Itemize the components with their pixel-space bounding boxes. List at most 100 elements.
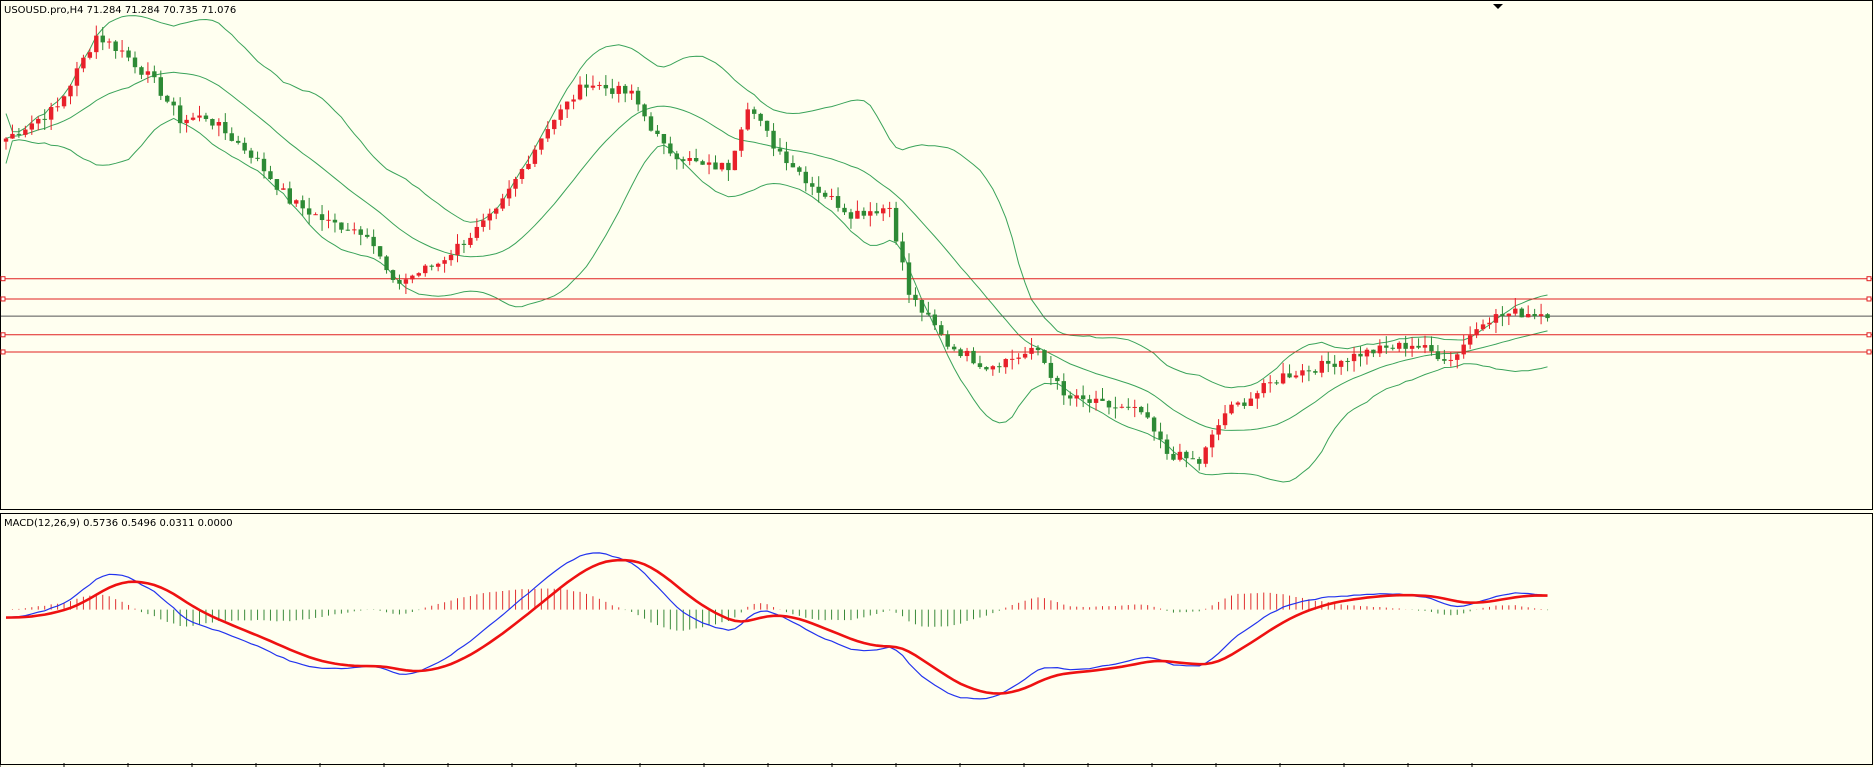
macd-pane: MACD(12,26,9) 0.5736 0.5496 0.0311 0.000… — [0, 513, 1873, 765]
level-handle-left[interactable] — [0, 276, 6, 282]
candle-body — [1506, 313, 1512, 316]
candle-body — [3, 138, 9, 142]
candle-body — [1300, 370, 1305, 376]
candle-body — [642, 104, 647, 117]
candle-body — [1042, 350, 1047, 363]
candle-body — [539, 138, 544, 150]
candle-body — [661, 133, 667, 144]
bb-upper-line — [5, 15, 1548, 389]
candle-body — [881, 208, 886, 214]
bb-lower-line — [5, 117, 1548, 483]
candle-body — [416, 273, 421, 276]
candle-body — [1106, 400, 1112, 408]
level-handle-right[interactable] — [1866, 349, 1872, 355]
level-handle-right[interactable] — [1866, 296, 1872, 302]
candle-body — [855, 210, 860, 219]
macd-main-line — [5, 552, 1548, 700]
candle-body — [713, 162, 718, 170]
candle-body — [1358, 353, 1363, 357]
candle-body — [1513, 308, 1518, 314]
candle-body — [564, 101, 570, 110]
candle-body — [29, 123, 34, 130]
candle-body — [784, 151, 789, 164]
level-handle-left[interactable] — [0, 349, 6, 355]
candle-body — [1435, 351, 1441, 360]
candle-body — [1093, 398, 1099, 403]
candle-body — [519, 169, 525, 179]
candle-body — [377, 246, 383, 257]
candle-body — [139, 67, 144, 75]
candle-body — [332, 219, 338, 223]
candle-body — [926, 312, 931, 315]
candle-body — [326, 219, 331, 221]
candle-body — [126, 50, 131, 58]
candle-body — [1184, 451, 1189, 459]
candle-body — [526, 163, 531, 170]
candle-body — [506, 188, 512, 199]
candle-body — [1119, 406, 1125, 408]
macd-signal-line — [5, 558, 1548, 695]
candle-body — [1222, 413, 1228, 426]
candle-body — [1151, 417, 1157, 432]
candle-body — [1455, 354, 1460, 360]
candle-body — [939, 325, 944, 335]
candle-body — [997, 366, 1002, 368]
candle-body — [861, 210, 867, 216]
price-pane: USOUSD.pro,H4 71.284 71.284 70.735 71.07… — [0, 0, 1873, 510]
candle-body — [1010, 358, 1015, 360]
candle-body — [1480, 324, 1486, 330]
candle-body — [1306, 370, 1312, 372]
level-handle-right[interactable] — [1866, 332, 1872, 338]
macd-lines — [5, 552, 1548, 700]
candle-body — [1442, 359, 1447, 361]
candle-body — [1474, 329, 1479, 336]
candle-body — [203, 115, 209, 120]
candle-body — [339, 222, 344, 230]
candle-body — [1048, 362, 1054, 378]
candle-body — [1029, 347, 1034, 354]
shift-marker-icon[interactable] — [1493, 4, 1503, 9]
candle-body — [68, 85, 73, 97]
candle-body — [610, 88, 615, 94]
candle-body — [1377, 345, 1383, 354]
candle-body — [119, 50, 125, 52]
level-handle-left[interactable] — [0, 296, 6, 302]
candle-body — [1371, 349, 1376, 354]
candle-body — [287, 188, 292, 204]
candle-body — [958, 349, 963, 357]
candles — [3, 25, 1550, 471]
candle-body — [732, 150, 738, 171]
candle-body — [1538, 314, 1544, 317]
candle-body — [1429, 345, 1434, 352]
candle-body — [1364, 349, 1370, 357]
candle-body — [1345, 360, 1350, 362]
candle-body — [165, 95, 170, 102]
candle-body — [113, 41, 118, 52]
candle-body — [1293, 375, 1299, 378]
candle-body — [1203, 447, 1208, 464]
candle-body — [1126, 406, 1131, 408]
candle-body — [984, 367, 989, 370]
candle-body — [971, 350, 976, 364]
level-handle-left[interactable] — [0, 332, 6, 338]
candle-body — [700, 161, 705, 165]
candle-body — [764, 120, 770, 131]
candle-body — [719, 162, 725, 170]
candle-body — [500, 198, 505, 209]
candle-body — [932, 314, 937, 326]
candle-body — [229, 133, 234, 141]
candle-body — [371, 236, 376, 247]
candle-body — [1087, 399, 1092, 403]
candle-body — [623, 85, 628, 94]
candle-body — [964, 350, 970, 357]
candle-body — [1190, 458, 1195, 460]
candle-body — [152, 71, 157, 78]
level-handle-right[interactable] — [1866, 276, 1872, 282]
candle-body — [100, 35, 105, 43]
candle-body — [1242, 402, 1247, 406]
candle-body — [810, 183, 815, 187]
candle-body — [1035, 347, 1041, 351]
candle-body — [790, 163, 796, 168]
candle-body — [1487, 322, 1492, 325]
